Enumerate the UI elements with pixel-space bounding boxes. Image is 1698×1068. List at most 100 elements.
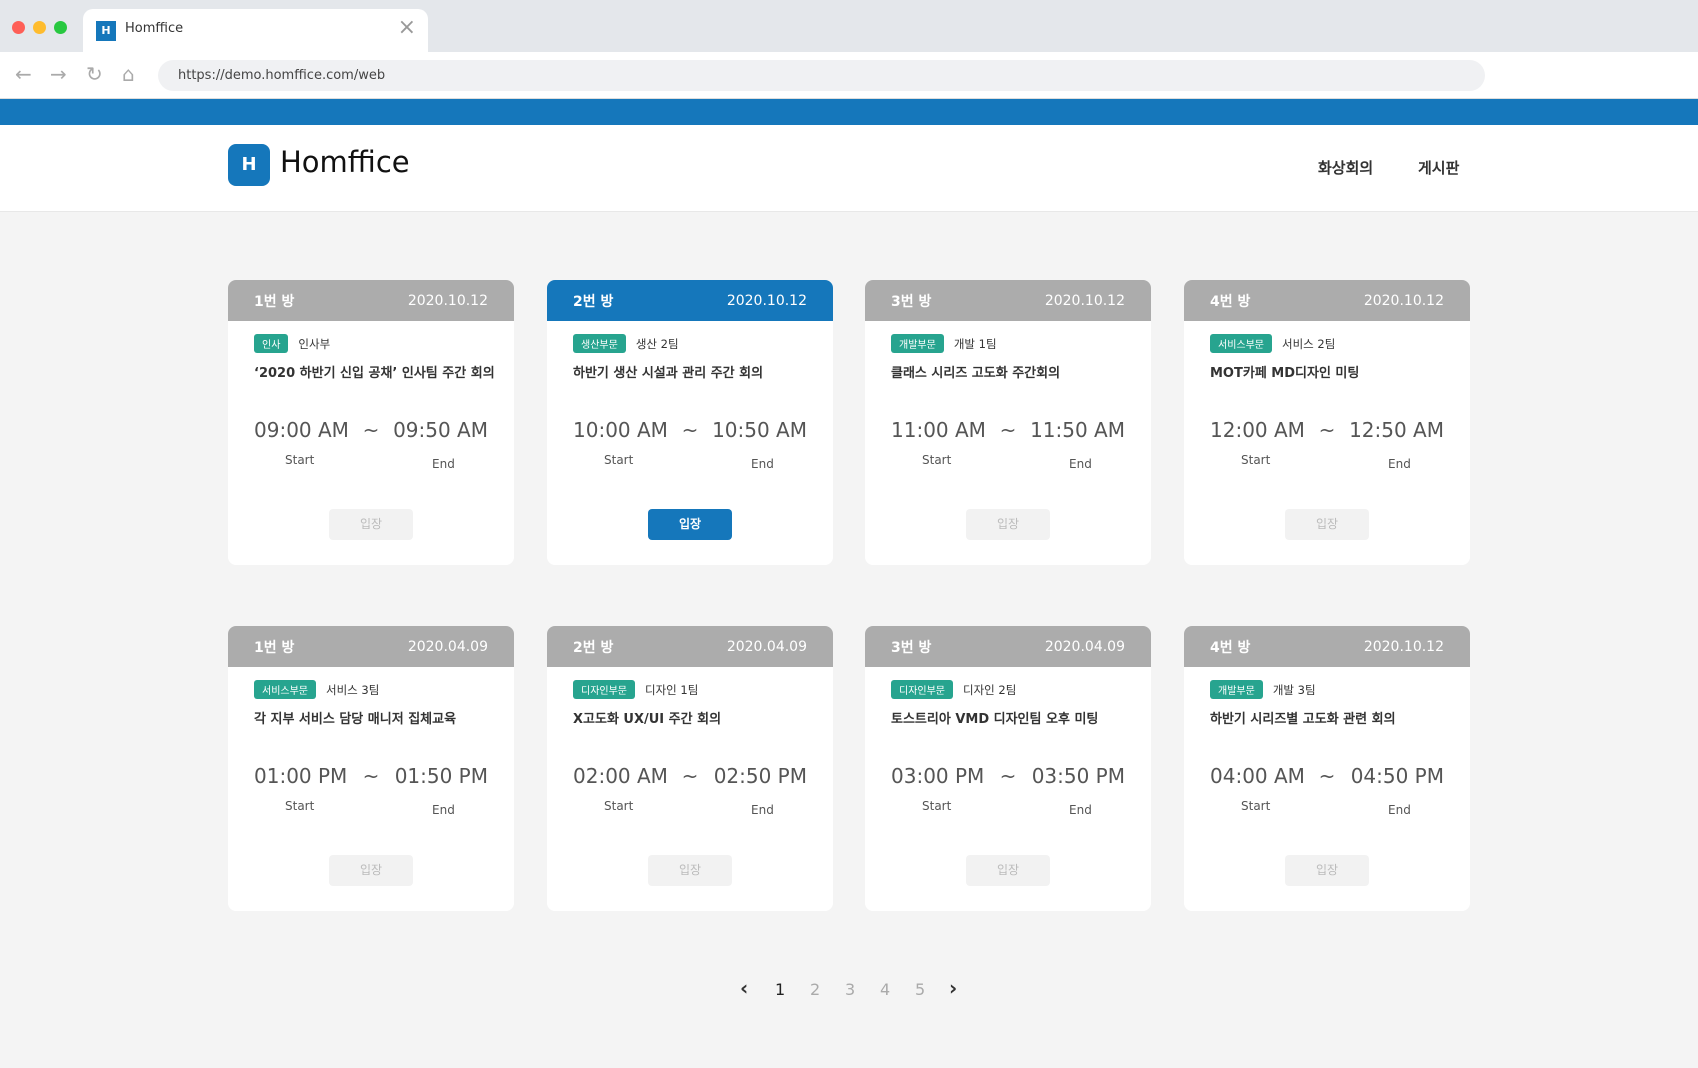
end-label: End — [1069, 803, 1092, 817]
meeting-title: 클래스 시리즈 고도화 주간회의 — [891, 366, 1061, 381]
page-5[interactable]: 5 — [915, 980, 926, 999]
room-name: 4번 방 — [1210, 639, 1251, 656]
room-card: 2번 방 2020.10.12 생산부문 생산 2팀 하반기 생산 시설과 관리 주… — [547, 280, 833, 565]
end-time: 11:50 AM — [1030, 418, 1125, 442]
card-header: 3번 방 2020.04.09 — [865, 626, 1151, 667]
meeting-date: 2020.10.12 — [1044, 292, 1125, 309]
department-tag: 개발부문 — [891, 334, 944, 353]
prev-page-chevron-icon[interactable]: ‹ — [740, 976, 749, 1000]
top-accent-bar — [0, 99, 1698, 125]
room-card: 1번 방 2020.04.09 서비스부문 서비스 3팀 각 지부 서비스 담당 매… — [228, 626, 514, 911]
room-name: 3번 방 — [891, 639, 932, 656]
meeting-date: 2020.04.09 — [726, 638, 807, 655]
maximize-window-button[interactable] — [54, 21, 67, 34]
room-card: 1번 방 2020.10.12 인사 인사부 ‘2020 하반기 신입 공채’ 인사… — [228, 280, 514, 565]
site-header: H Homffice 화상회의 게시판 — [0, 125, 1698, 212]
next-page-chevron-icon[interactable]: › — [949, 976, 958, 1000]
enter-room-button[interactable]: 입장 — [648, 509, 732, 540]
time-separator: ~ — [681, 418, 699, 442]
room-name: 2번 방 — [573, 293, 614, 310]
time-separator: ~ — [362, 418, 380, 442]
meeting-title: ‘2020 하반기 신입 공채’ 인사팀 주간 회의 — [254, 366, 495, 381]
forward-arrow-icon[interactable]: → — [50, 62, 67, 86]
card-header: 1번 방 2020.10.12 — [228, 280, 514, 321]
close-window-button[interactable] — [12, 21, 25, 34]
room-card: 4번 방 2020.10.12 개발부문 개발 3팀 하반기 시리즈별 고도화 관련… — [1184, 626, 1470, 911]
time-separator: ~ — [1318, 764, 1336, 788]
team-name: 서비스 3팀 — [326, 682, 380, 697]
meeting-date: 2020.10.12 — [726, 292, 807, 309]
logo-text[interactable]: Homffice — [280, 145, 410, 179]
meeting-title: 토스트리아 VMD 디자인팀 오후 미팅 — [891, 712, 1099, 727]
tab-title: Homffice — [125, 21, 184, 36]
department-row: 서비스부문 서비스 3팀 — [254, 680, 379, 699]
team-name: 인사부 — [298, 336, 331, 351]
start-label: Start — [1241, 453, 1271, 467]
end-label: End — [1388, 803, 1411, 817]
card-header: 2번 방 2020.10.12 — [547, 280, 833, 321]
room-card: 3번 방 2020.04.09 디자인부문 디자인 2팀 토스트리아 VMD 디자인… — [865, 626, 1151, 911]
room-name: 2번 방 — [573, 639, 614, 656]
department-tag: 서비스부문 — [1210, 334, 1272, 353]
meeting-title: 각 지부 서비스 담당 매니저 집체교육 — [254, 712, 457, 727]
browser-tab[interactable]: H Homffice × — [83, 9, 428, 54]
nav-video-conference[interactable]: 화상회의 — [1318, 159, 1374, 177]
reload-icon[interactable]: ↻ — [86, 62, 103, 86]
end-time: 03:50 PM — [1031, 764, 1125, 788]
start-time: 02:00 AM — [573, 764, 668, 788]
enter-room-button[interactable]: 입장 — [329, 509, 413, 540]
time-separator: ~ — [999, 418, 1017, 442]
start-label: Start — [604, 453, 634, 467]
start-time: 01:00 PM — [254, 764, 348, 788]
time-separator: ~ — [362, 764, 380, 788]
department-tag: 생산부문 — [573, 334, 626, 353]
department-row: 생산부문 생산 2팀 — [573, 334, 679, 353]
department-row: 인사 인사부 — [254, 334, 330, 353]
department-tag: 디자인부문 — [891, 680, 953, 699]
team-name: 생산 2팀 — [635, 336, 679, 351]
enter-room-button[interactable]: 입장 — [1285, 509, 1369, 540]
end-time: 01:50 PM — [394, 764, 488, 788]
end-time: 10:50 AM — [712, 418, 807, 442]
start-label: Start — [285, 453, 315, 467]
time-separator: ~ — [681, 764, 699, 788]
browser-toolbar: ← → ↻ ⌂ https://demo.homffice.com/web — [0, 52, 1698, 99]
homffice-logo-icon[interactable]: H — [228, 144, 270, 186]
enter-room-button[interactable]: 입장 — [966, 509, 1050, 540]
meeting-title: X고도화 UX/UI 주간 회의 — [573, 712, 722, 727]
enter-room-button[interactable]: 입장 — [329, 855, 413, 886]
room-card: 3번 방 2020.10.12 개발부문 개발 1팀 클래스 시리즈 고도화 주간회… — [865, 280, 1151, 565]
start-label: Start — [922, 453, 952, 467]
minimize-window-button[interactable] — [33, 21, 46, 34]
room-card: 4번 방 2020.10.12 서비스부문 서비스 2팀 MOT카페 MD디자인 미… — [1184, 280, 1470, 565]
home-icon[interactable]: ⌂ — [122, 62, 135, 86]
end-label: End — [751, 457, 774, 471]
page-2[interactable]: 2 — [810, 980, 821, 999]
enter-room-button[interactable]: 입장 — [1285, 855, 1369, 886]
back-arrow-icon[interactable]: ← — [15, 62, 32, 86]
nav-board[interactable]: 게시판 — [1418, 159, 1460, 177]
card-header: 4번 방 2020.10.12 — [1184, 626, 1470, 667]
page-4[interactable]: 4 — [880, 980, 891, 999]
enter-room-button[interactable]: 입장 — [966, 855, 1050, 886]
room-name: 1번 방 — [254, 293, 295, 310]
department-tag: 디자인부문 — [573, 680, 635, 699]
end-label: End — [751, 803, 774, 817]
address-bar[interactable]: https://demo.homffice.com/web — [158, 60, 1485, 91]
page-1[interactable]: 1 — [775, 980, 786, 999]
meeting-title: 하반기 시리즈별 고도화 관련 회의 — [1210, 712, 1396, 727]
department-row: 서비스부문 서비스 2팀 — [1210, 334, 1335, 353]
page-3[interactable]: 3 — [845, 980, 856, 999]
start-time: 11:00 AM — [891, 418, 986, 442]
start-time: 04:00 AM — [1210, 764, 1305, 788]
room-name: 1번 방 — [254, 639, 295, 656]
close-tab-icon[interactable]: × — [397, 15, 416, 40]
team-name: 서비스 2팀 — [1282, 336, 1336, 351]
enter-room-button[interactable]: 입장 — [648, 855, 732, 886]
start-label: Start — [1241, 799, 1271, 813]
meeting-date: 2020.10.12 — [1363, 638, 1444, 655]
start-time: 03:00 PM — [891, 764, 985, 788]
room-name: 4번 방 — [1210, 293, 1251, 310]
meeting-date: 2020.04.09 — [407, 638, 488, 655]
team-name: 디자인 1팀 — [645, 682, 699, 697]
